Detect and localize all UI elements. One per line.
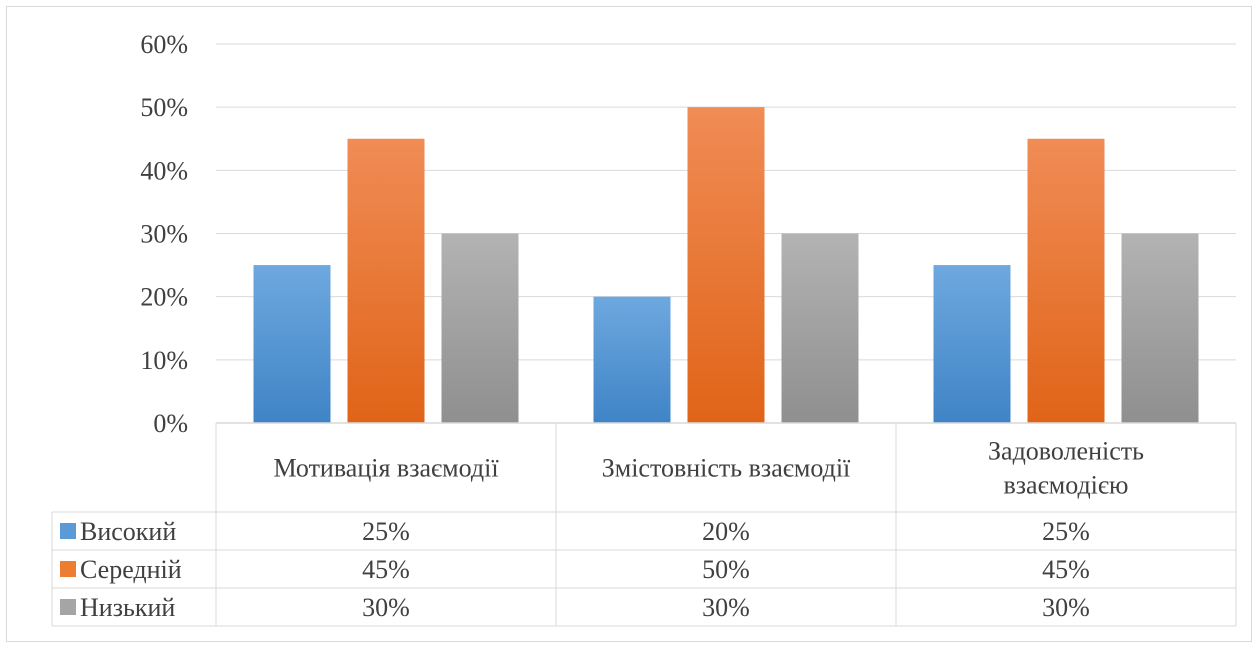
y-tick-label: 50% <box>140 93 188 122</box>
table-value: 45% <box>362 555 410 584</box>
bar <box>593 296 671 423</box>
table-value: 50% <box>702 555 750 584</box>
bar <box>347 138 425 423</box>
y-tick-label: 10% <box>140 346 188 375</box>
legend-series-name: Високий <box>80 517 176 546</box>
legend-series-name: Низький <box>80 593 175 622</box>
table-value: 30% <box>362 593 410 622</box>
table-value: 25% <box>362 517 410 546</box>
y-tick-label: 0% <box>153 409 188 438</box>
legend-key <box>60 599 76 615</box>
legend-key <box>60 561 76 577</box>
table-value: 25% <box>1042 517 1090 546</box>
table-value: 30% <box>702 593 750 622</box>
y-tick-label: 20% <box>140 283 188 312</box>
bar <box>687 107 765 424</box>
bar <box>781 233 859 423</box>
table-value: 20% <box>702 517 750 546</box>
table-value: 30% <box>1042 593 1090 622</box>
y-tick-label: 30% <box>140 220 188 249</box>
bar <box>441 233 519 423</box>
legend-series-name: Середній <box>80 555 182 584</box>
x-category-label: взаємодією <box>1004 471 1129 500</box>
x-category-label: Задоволеність <box>988 437 1144 466</box>
y-tick-label: 40% <box>140 156 188 185</box>
table-value: 45% <box>1042 555 1090 584</box>
bar <box>1027 138 1105 423</box>
bar <box>1121 233 1199 423</box>
x-category-label: Змістовність взаємодії <box>602 454 851 483</box>
bar <box>253 265 331 423</box>
bar <box>933 265 1011 423</box>
y-tick-label: 60% <box>140 30 188 59</box>
legend-key <box>60 523 76 539</box>
x-category-label: Мотивація взаємодії <box>273 454 499 483</box>
